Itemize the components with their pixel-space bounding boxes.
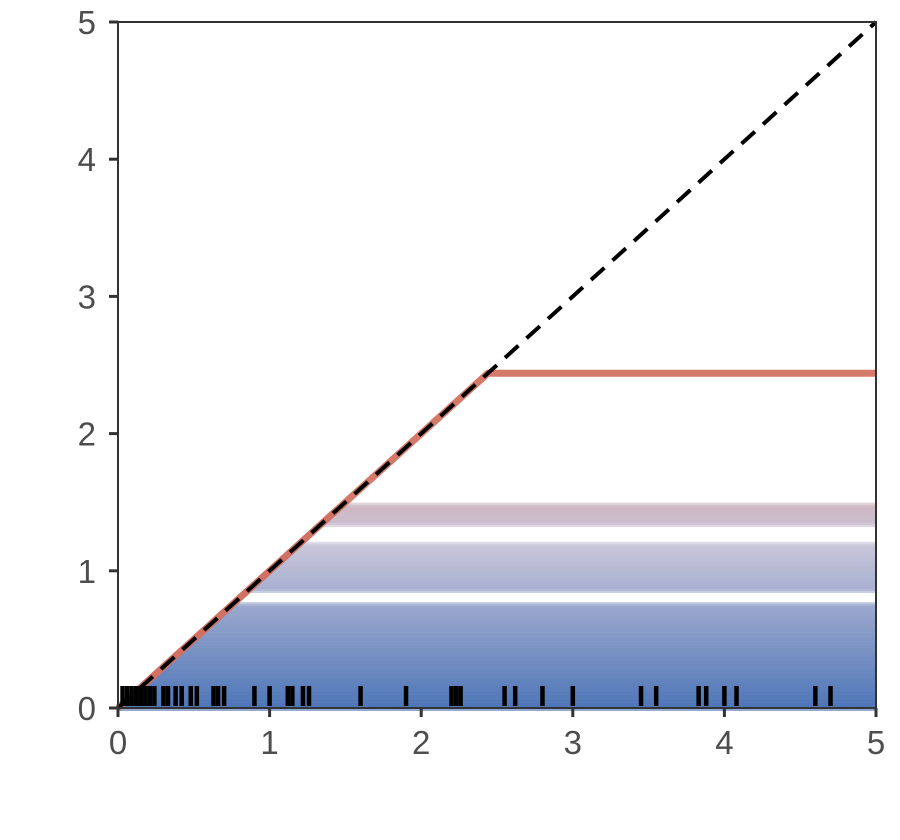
x-tick-label: 1 (260, 724, 278, 761)
x-axis: 0 1 2 3 4 5 (109, 708, 885, 761)
x-tick-label: 3 (564, 724, 582, 761)
capped-lines-group (115, 369, 876, 711)
y-tick-label: 1 (78, 553, 96, 590)
y-tick-label: 0 (78, 690, 96, 727)
y-tick-label: 3 (78, 278, 96, 315)
x-tick-label: 0 (109, 724, 127, 761)
x-tick-label: 5 (867, 724, 885, 761)
x-tick-label: 2 (412, 724, 430, 761)
rug-marks-group (120, 686, 833, 706)
x-tick-label: 4 (715, 724, 733, 761)
y-tick-label: 4 (78, 141, 96, 178)
identity-reference-line (116, 20, 878, 710)
y-axis: 0 1 2 3 4 5 (78, 4, 118, 727)
y-tick-label: 2 (78, 416, 96, 453)
plot-frame (117, 21, 877, 709)
y-tick-label: 5 (78, 4, 96, 41)
